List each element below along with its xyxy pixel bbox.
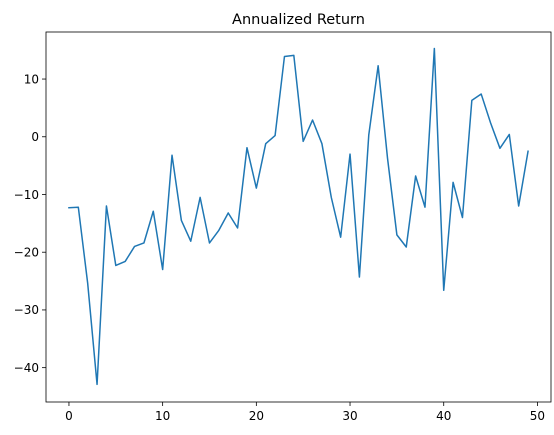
plot-frame (45, 31, 552, 403)
x-tick-label: 40 (436, 409, 451, 423)
x-tick-label: 30 (342, 409, 357, 423)
y-tick-label: −20 (14, 246, 39, 260)
chart-title: Annualized Return (232, 12, 365, 28)
y-tick-label: −10 (14, 188, 39, 202)
series-layer (68, 47, 529, 386)
x-tick-label: 50 (530, 409, 545, 423)
y-tick-label: 10 (24, 72, 39, 86)
x-tick-label: 0 (65, 409, 73, 423)
axes-layer: 0 10 20 30 40 50 −40 −30 −20 −10 0 10 (14, 31, 552, 423)
x-tick-label: 10 (155, 409, 170, 423)
x-tick-label: 20 (249, 409, 264, 423)
y-tick-label: −40 (14, 361, 39, 375)
y-tick-label: −30 (14, 303, 39, 317)
series-line-0 (68, 47, 529, 386)
y-tick-label: 0 (31, 130, 39, 144)
